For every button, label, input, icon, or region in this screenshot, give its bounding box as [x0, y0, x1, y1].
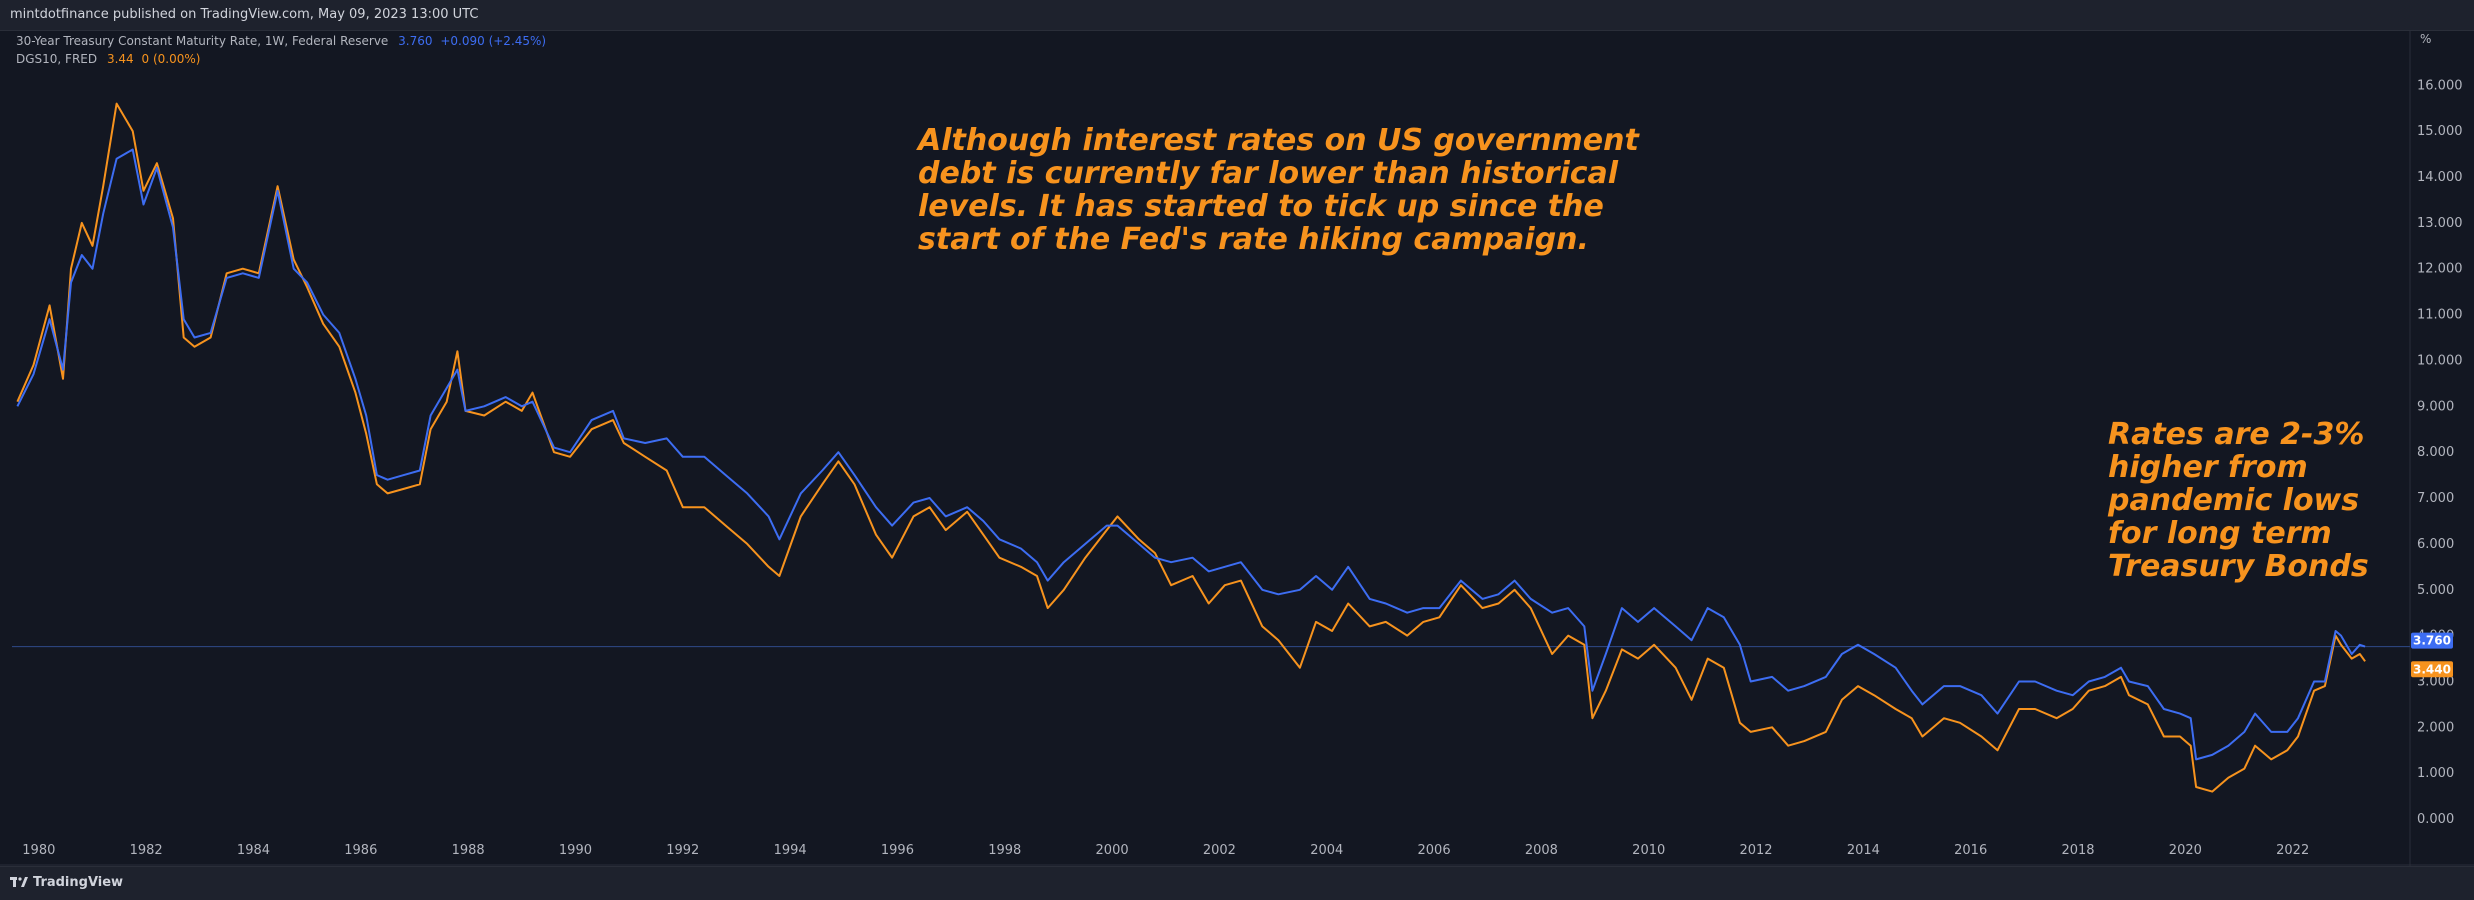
publisher-text: mintdotfinance published on TradingView.… — [10, 7, 479, 22]
x-tick-label: 2022 — [2276, 843, 2309, 858]
y-tick-label: 10.000 — [2417, 353, 2463, 368]
footer-bar: TradingView — [0, 866, 2474, 900]
tradingview-logo-icon — [10, 876, 28, 887]
legend-series-name: 30-Year Treasury Constant Maturity Rate,… — [16, 34, 389, 48]
y-tick-label: 15.000 — [2417, 124, 2463, 139]
legend-series-name: DGS10, FRED — [16, 52, 98, 66]
y-tick-label: 6.000 — [2417, 537, 2454, 552]
legend-row-30y-treasury[interactable]: 30-Year Treasury Constant Maturity Rate,… — [16, 34, 546, 48]
axis-unit-label: % — [2420, 32, 2432, 46]
x-tick-label: 2004 — [1310, 843, 1343, 858]
x-tick-label: 2014 — [1847, 843, 1880, 858]
x-tick-label: 2020 — [2169, 843, 2202, 858]
y-tick-label: 11.000 — [2417, 308, 2463, 323]
x-axis: 1980 1982 1984 1986 1988 1990 1992 1994 1996 1998… — [22, 843, 2309, 858]
y-axis: 0.0001.0002.0003.0004.0005.0006.0007.000… — [2417, 78, 2463, 827]
y-tick-label: 5.000 — [2417, 583, 2454, 598]
y-tick-label: 2.000 — [2417, 720, 2454, 735]
price-tag — [2411, 632, 2453, 649]
price-tag-label: 3.760 — [2413, 634, 2451, 648]
price-tags: 3.760 3.440 — [2411, 632, 2453, 678]
x-tick-label: 2000 — [1096, 843, 1129, 858]
series-line-30y-treasury — [16, 148, 2366, 761]
x-tick-label: 1984 — [237, 843, 270, 858]
y-tick-label: 1.000 — [2417, 766, 2454, 781]
series-layer — [16, 102, 2366, 793]
x-tick-label: 1992 — [666, 843, 699, 858]
brand-name: TradingView — [33, 875, 124, 890]
x-tick-label: 2010 — [1632, 843, 1665, 858]
y-tick-label: 7.000 — [2417, 491, 2454, 506]
annotation-text-rates-history: Although interest rates on US government… — [918, 123, 1639, 257]
y-tick-label: 12.000 — [2417, 262, 2463, 277]
legend-series-change: +0.090 (+2.45%) — [440, 34, 547, 48]
publisher-header: mintdotfinance published on TradingView.… — [0, 0, 2474, 31]
x-tick-label: 1998 — [988, 843, 1021, 858]
x-tick-label: 1986 — [344, 843, 377, 858]
y-tick-label: 13.000 — [2417, 216, 2463, 231]
x-tick-label: 2016 — [1954, 843, 1987, 858]
x-tick-label: 2018 — [2061, 843, 2094, 858]
legend-row-dgs10[interactable]: DGS10, FRED 3.44 0 (0.00%) — [16, 52, 200, 66]
annotation-text-pandemic-lows: Rates are 2-3% higher from pandemic lows… — [2108, 417, 2369, 584]
y-tick-label: 8.000 — [2417, 445, 2454, 460]
tradingview-brand[interactable]: TradingView — [10, 875, 123, 890]
x-tick-label: 1980 — [22, 843, 55, 858]
legend-series-value: 3.760 — [398, 34, 433, 48]
price-tag — [2411, 661, 2453, 678]
y-tick-label: 3.000 — [2417, 674, 2454, 689]
y-tick-label: 14.000 — [2417, 170, 2463, 185]
x-tick-label: 2006 — [1418, 843, 1451, 858]
y-tick-label: 9.000 — [2417, 399, 2454, 414]
x-tick-label: 1996 — [881, 843, 914, 858]
y-tick-label: 16.000 — [2417, 78, 2463, 93]
x-tick-label: 1990 — [559, 843, 592, 858]
x-tick-label: 1988 — [452, 843, 485, 858]
x-tick-label: 1982 — [130, 843, 163, 858]
x-tick-label: 2008 — [1525, 843, 1558, 858]
series-line-dgs10 — [16, 102, 2366, 793]
x-tick-label: 2012 — [1739, 843, 1772, 858]
x-tick-label: 2002 — [1203, 843, 1236, 858]
legend-series-change: 0 (0.00%) — [141, 52, 201, 66]
y-tick-label: 0.000 — [2417, 812, 2454, 827]
legend-series-value: 3.44 — [106, 52, 134, 66]
x-tick-label: 1994 — [774, 843, 807, 858]
price-tag-label: 3.440 — [2413, 662, 2451, 676]
